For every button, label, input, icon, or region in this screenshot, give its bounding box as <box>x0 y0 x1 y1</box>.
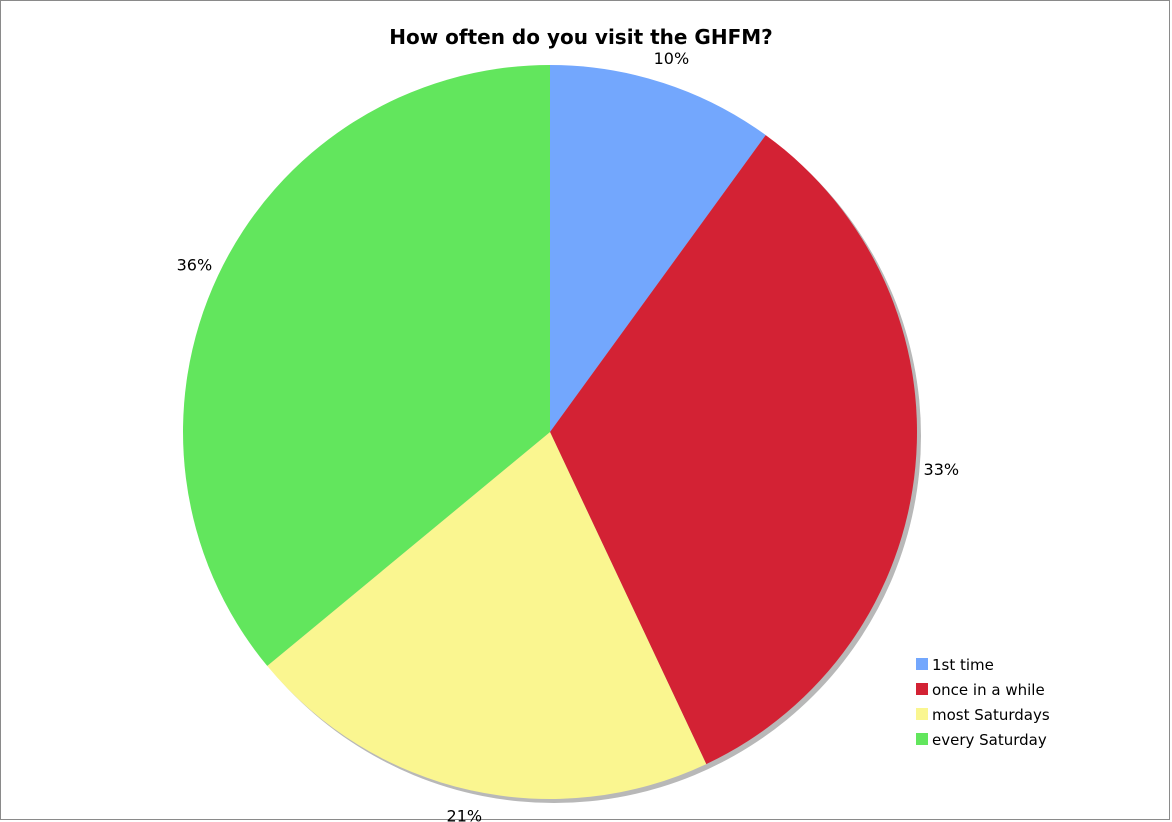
pie-slice-every-saturday <box>183 65 550 666</box>
pie-slices <box>183 65 918 799</box>
legend-swatch-most-saturdays <box>916 708 928 720</box>
pct-label-every-saturday: 36% <box>177 256 213 275</box>
pct-label-once-in-a-while: 33% <box>924 460 960 479</box>
legend-label-1st-time: 1st time <box>932 656 994 674</box>
pct-label-most-saturdays: 21% <box>447 807 483 822</box>
legend-swatch-1st-time <box>916 658 928 670</box>
pie-slice-most-saturdays <box>267 432 707 799</box>
legend-label-most-saturdays: most Saturdays <box>932 706 1050 724</box>
legend: 1st time once in a while most Saturdays eve… <box>916 656 1050 749</box>
legend-swatch-every-saturday <box>916 733 928 745</box>
chart-title: How often do you visit the GHFM? <box>389 25 773 49</box>
pct-label-1st-time: 10% <box>654 49 690 68</box>
pie-labels: 10% 33% 21% 36% <box>177 49 959 822</box>
pie-slice-once-in-a-while <box>550 135 918 765</box>
legend-label-once-in-a-while: once in a while <box>932 681 1045 699</box>
legend-swatch-once-in-a-while <box>916 683 928 695</box>
legend-label-every-saturday: every Saturday <box>932 731 1047 749</box>
pie-slice-1st-time <box>550 65 766 432</box>
